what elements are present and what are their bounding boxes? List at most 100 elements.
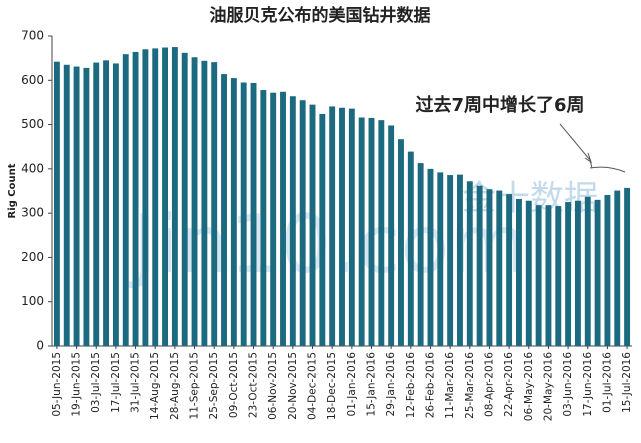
bar <box>122 54 129 347</box>
x-tick-label: 20-May-2016 <box>542 352 554 422</box>
bar <box>73 66 80 347</box>
bar <box>201 60 208 347</box>
bar <box>280 91 286 346</box>
x-tick-label: 12-Feb-2016 <box>405 352 417 419</box>
bar <box>299 100 306 346</box>
x-tick-label: 23-Oct-2015 <box>248 352 260 418</box>
bar <box>457 174 463 346</box>
y-tick-label: 600 <box>21 73 44 87</box>
x-tick-label: 17-Jul-2015 <box>110 352 122 413</box>
bar <box>53 61 60 346</box>
x-tick-label: 26-Feb-2016 <box>424 352 436 419</box>
bar <box>319 113 326 346</box>
x-tick-label: 17-Jun-2016 <box>582 352 594 417</box>
x-tick-label: 03-Jul-2015 <box>90 352 102 413</box>
annotation-arrow <box>559 123 626 173</box>
bar <box>368 117 375 346</box>
y-tick-label: 700 <box>21 29 44 43</box>
bar <box>624 187 631 346</box>
x-tick-label: 14-Aug-2015 <box>149 352 161 420</box>
bar <box>398 139 404 346</box>
x-tick-label: 25-Mar-2016 <box>464 352 476 419</box>
bar <box>594 199 601 346</box>
bar <box>555 206 562 346</box>
bar <box>152 48 159 347</box>
bar <box>103 60 110 346</box>
chart-title: 油服贝克公布的美国钻井数据 <box>210 5 431 26</box>
bar <box>496 190 503 346</box>
y-axis-label: Rig Count <box>7 163 18 218</box>
bar <box>112 63 119 346</box>
y-tick-label: 100 <box>21 294 44 308</box>
bar <box>447 175 454 346</box>
bar <box>614 190 621 346</box>
x-tick-label: 22-Apr-2016 <box>503 352 515 417</box>
bar <box>584 196 591 346</box>
bar <box>339 107 345 346</box>
bar <box>142 49 149 347</box>
bar <box>250 82 257 346</box>
bar <box>211 62 218 346</box>
bar <box>289 96 296 346</box>
bar <box>378 120 385 347</box>
bar <box>83 67 90 346</box>
bar <box>221 74 227 346</box>
x-tick-label: 28-Aug-2015 <box>169 352 181 420</box>
bar <box>565 202 572 346</box>
bar <box>240 82 247 346</box>
x-tick-label: 18-Dec-2015 <box>326 352 338 420</box>
bar <box>506 194 513 346</box>
x-tick-label: 08-Apr-2016 <box>483 352 495 417</box>
y-tick-label: 500 <box>21 117 44 131</box>
y-tick-label: 200 <box>21 250 44 264</box>
bar <box>171 47 178 346</box>
x-tick-label: 15-Jan-2016 <box>365 352 377 417</box>
bar <box>545 205 552 346</box>
x-tick-label: 19-Jun-2015 <box>71 352 83 417</box>
bar <box>604 194 611 346</box>
bar <box>270 92 277 346</box>
bar <box>525 200 532 346</box>
y-tick-label: 400 <box>21 161 44 175</box>
bar <box>535 205 542 346</box>
bar <box>407 151 414 346</box>
x-tick-label: 05-Jun-2015 <box>51 352 63 417</box>
bar <box>417 163 424 346</box>
x-tick-label: 04-Dec-2015 <box>307 352 319 420</box>
bar <box>329 106 336 347</box>
x-tick-label: 06-Nov-2015 <box>267 352 279 420</box>
x-tick-label: 01-Jul-2016 <box>601 352 613 413</box>
bar <box>388 125 395 346</box>
bar <box>260 90 267 347</box>
bar <box>162 47 168 347</box>
x-tick-label: 03-Jun-2016 <box>562 352 574 417</box>
bar <box>486 189 493 346</box>
bar <box>466 181 473 346</box>
x-tick-label: 20-Nov-2015 <box>287 352 299 420</box>
y-tick-label: 0 <box>36 339 44 353</box>
x-tick-label: 31-Jul-2015 <box>130 352 142 413</box>
bar <box>132 51 139 346</box>
bar <box>574 200 581 346</box>
x-tick-label: 09-Oct-2015 <box>228 352 240 418</box>
bar <box>516 198 522 346</box>
x-tick-label: 25-Sep-2015 <box>208 352 220 419</box>
bar <box>230 78 237 347</box>
bar <box>358 117 365 346</box>
bar <box>437 172 444 346</box>
x-tick-label: 06-May-2016 <box>523 352 535 422</box>
annotation: 过去7周中增长了6周 <box>415 94 584 116</box>
bar <box>93 62 100 346</box>
y-tick-label: 300 <box>21 206 44 220</box>
x-tick-label: 11-Sep-2015 <box>189 352 201 419</box>
bar <box>63 64 70 347</box>
bar <box>309 104 316 347</box>
bar <box>348 108 355 346</box>
bar <box>427 168 434 346</box>
x-tick-label: 01-Jan-2016 <box>346 352 358 417</box>
x-tick-label: 15-Jul-2016 <box>621 352 633 413</box>
bar <box>476 185 483 346</box>
bar <box>181 52 188 346</box>
x-tick-label: 29-Jan-2016 <box>385 352 397 417</box>
